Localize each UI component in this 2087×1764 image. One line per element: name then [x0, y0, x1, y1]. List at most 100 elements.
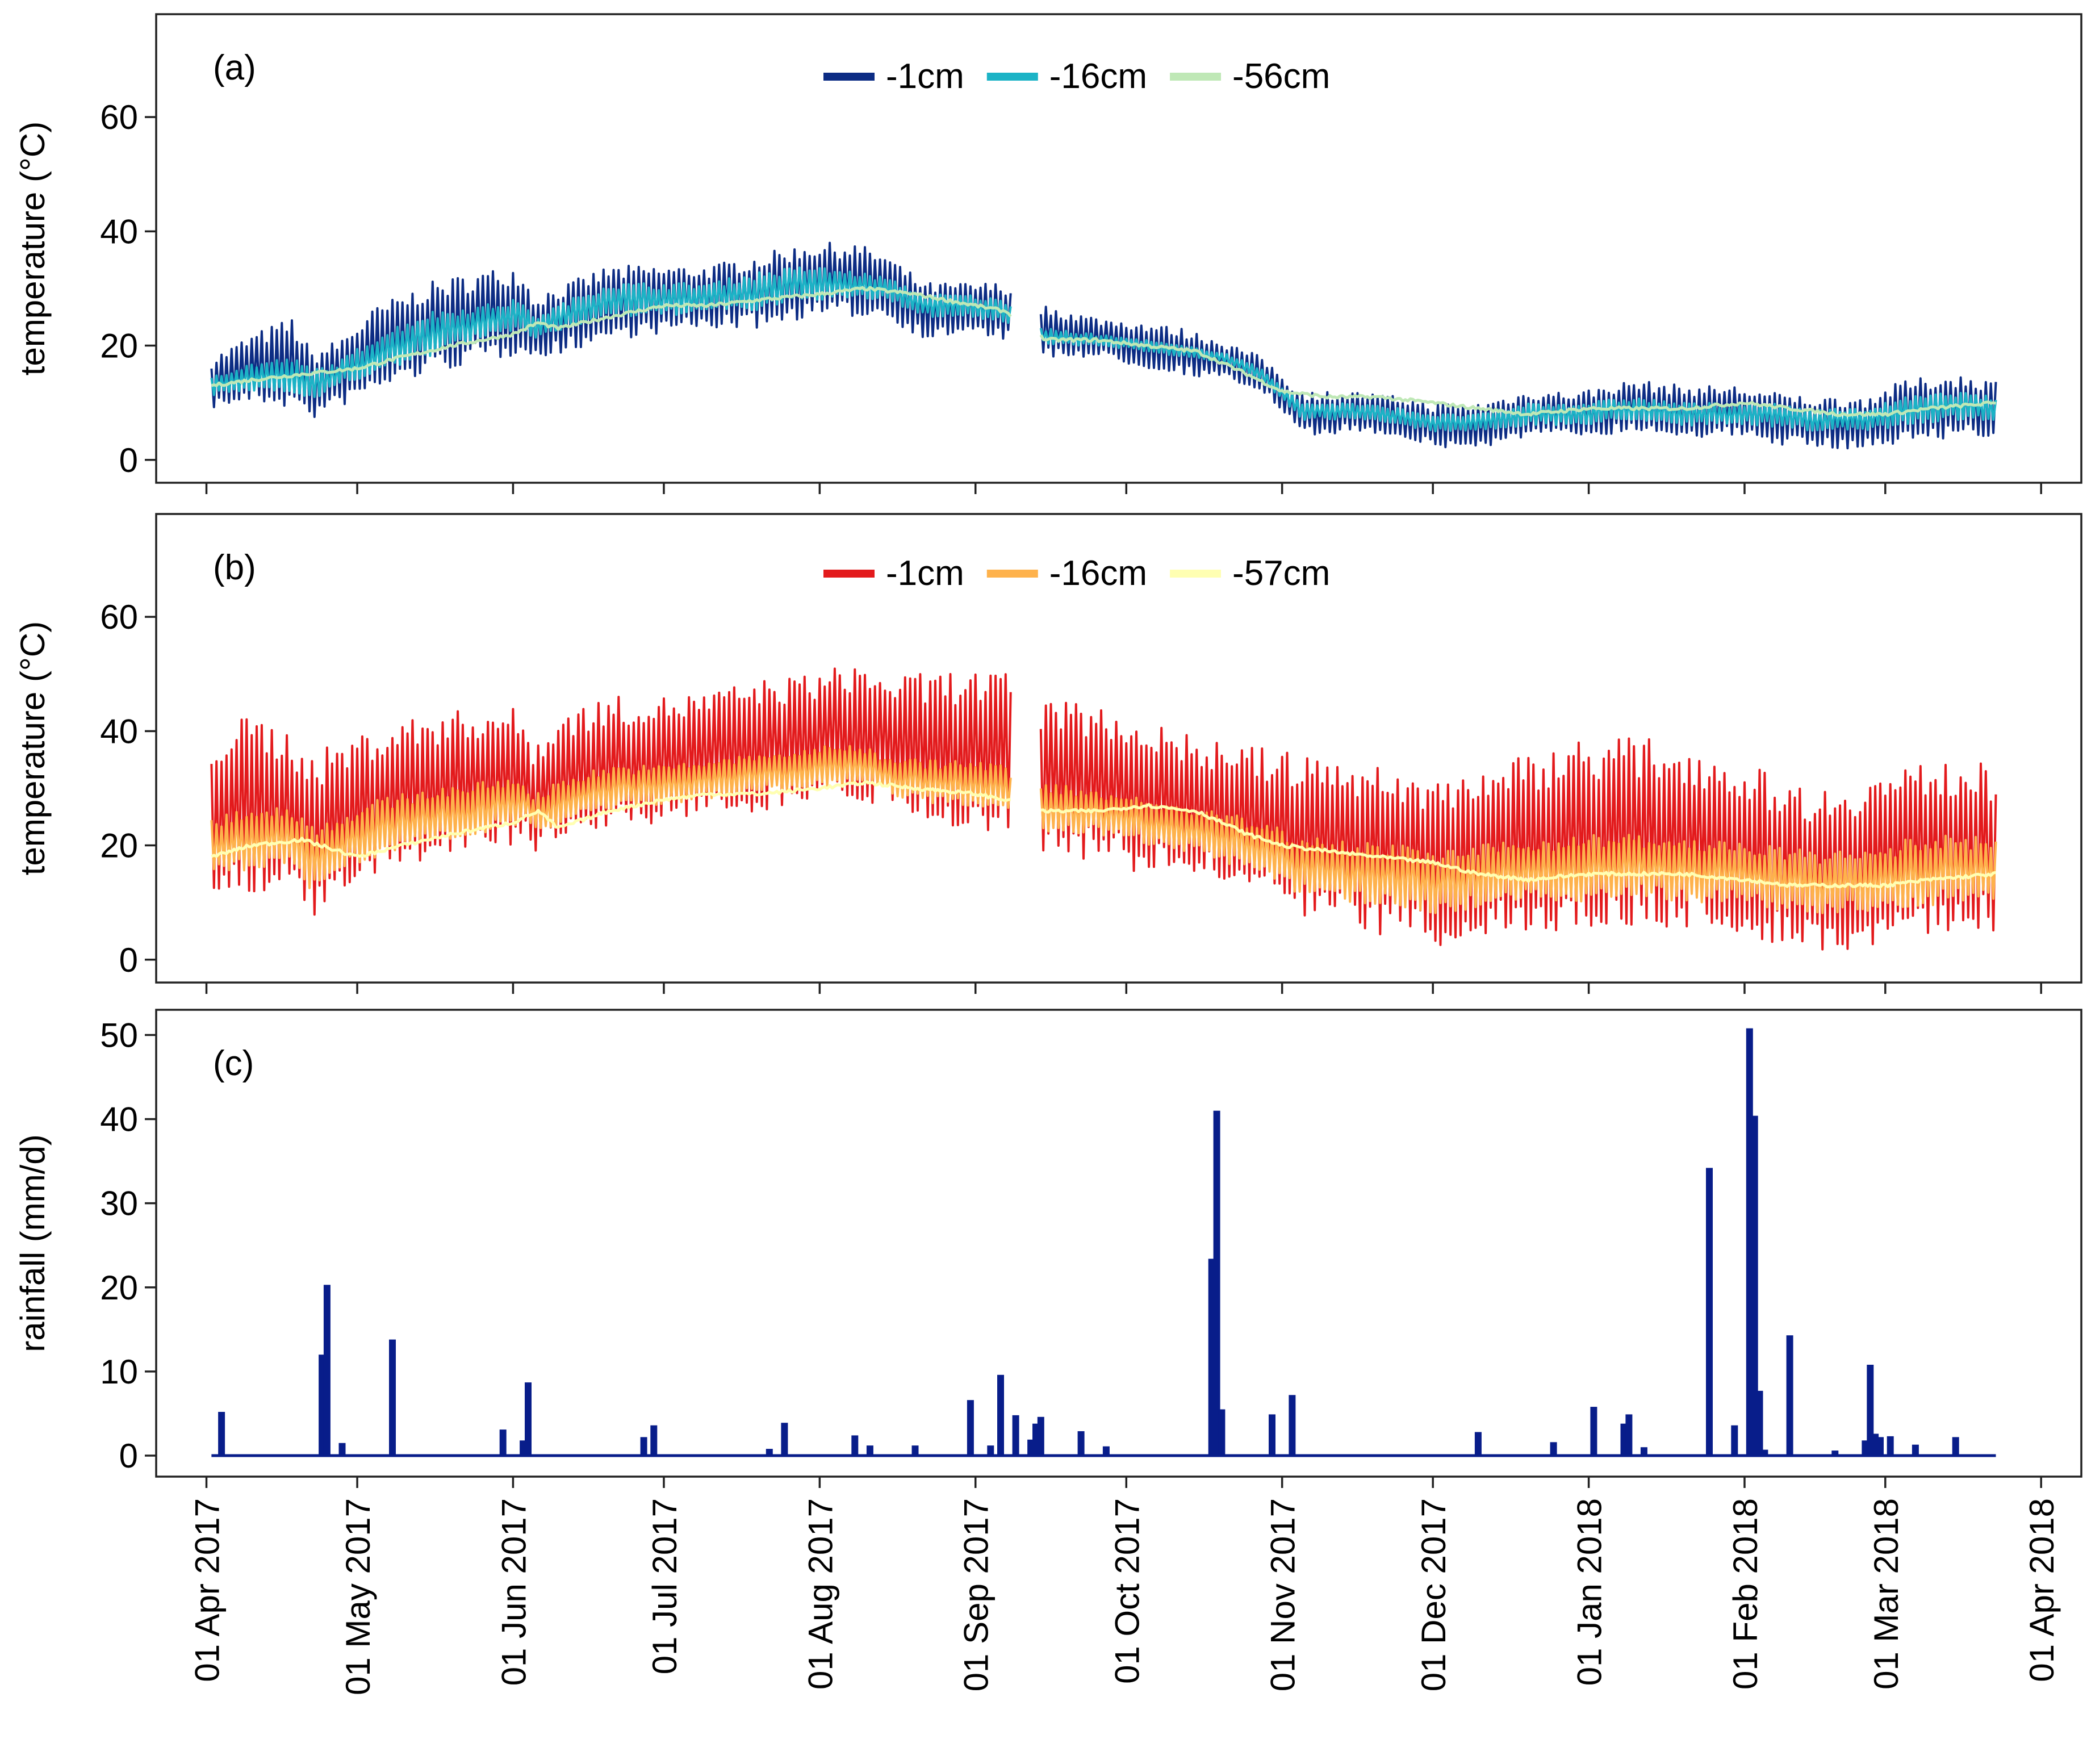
x-tick-label: 01 Dec 2017: [1415, 1498, 1453, 1691]
rainfall-bar: [967, 1400, 974, 1456]
rainfall-bar: [389, 1339, 396, 1456]
rainfall-bar: [1751, 1115, 1758, 1456]
legend-label: -16cm: [1049, 554, 1147, 593]
rainfall-bar: [499, 1429, 507, 1456]
x-tick-label: 01 Jun 2017: [495, 1498, 533, 1686]
panel-frame: [155, 13, 2082, 484]
x-tick-label: 01 Apr 2018: [2023, 1498, 2061, 1682]
series-line--57cm: [1040, 802, 1996, 889]
rainfall-bars: [211, 1028, 1996, 1457]
rainfall-bar: [1952, 1437, 1959, 1456]
y-axis-label: temperature (°C): [14, 122, 52, 375]
y-tick-label: 40: [100, 212, 138, 250]
legend-label: -56cm: [1232, 57, 1330, 96]
y-tick-label: 0: [119, 941, 138, 979]
y-tick-label: 40: [100, 712, 138, 750]
rainfall-bar: [1867, 1365, 1874, 1456]
x-tick-label: 01 Nov 2017: [1264, 1498, 1302, 1691]
series-line--1cm: [210, 241, 1012, 418]
rainfall-bar: [218, 1412, 225, 1456]
rainfall-bar: [911, 1445, 919, 1456]
rainfall-bar: [1269, 1414, 1275, 1456]
panel-frame: [155, 513, 2082, 984]
rainfall-bar: [1590, 1407, 1597, 1456]
legend: -1cm -16cm -56cm: [823, 57, 1330, 96]
y-tick-label: 20: [100, 1269, 138, 1307]
y-tick-label: 20: [100, 327, 138, 365]
rainfall-bar: [1550, 1442, 1557, 1456]
rainfall-bar: [781, 1423, 788, 1456]
rainfall-bar: [997, 1374, 1004, 1456]
y-axis-label: rainfall (mm/d): [14, 1134, 52, 1352]
series--56cm: [211, 286, 1997, 417]
legend: -1cm -16cm -57cm: [823, 554, 1330, 593]
rainfall-bar: [1077, 1431, 1085, 1456]
rainfall-bar: [1218, 1409, 1226, 1456]
legend-label: -1cm: [886, 554, 964, 593]
y-tick-label: 30: [100, 1185, 138, 1223]
x-tick-label: 01 Aug 2017: [801, 1498, 839, 1690]
panel-c-rainfall-plot: 0 10 20 30 40 50 rainfall (mm/d) (c): [14, 1009, 2082, 1488]
y-tick-label: 0: [119, 441, 138, 479]
rainfall-bar: [1912, 1444, 1919, 1456]
panel-label: (a): [213, 48, 256, 87]
legend-label: -1cm: [886, 57, 964, 96]
rainfall-bar: [1289, 1395, 1296, 1456]
panel-frame: [155, 1009, 2082, 1478]
rainfall-bar: [1877, 1437, 1884, 1456]
y-tick-label: 60: [100, 598, 138, 636]
rainfall-bar: [338, 1443, 346, 1456]
series-line--16cm: [210, 266, 1012, 398]
rainfall-bar: [650, 1425, 658, 1456]
series-line--1cm: [1039, 701, 1997, 951]
series-line--56cm: [1039, 334, 1997, 417]
series--57cm: [211, 780, 1996, 889]
y-axis-label: temperature (°C): [14, 621, 52, 875]
x-tick-label: 01 Jan 2018: [1571, 1498, 1609, 1686]
rainfall-bar: [851, 1435, 859, 1456]
x-tick-label: 01 Oct 2017: [1108, 1498, 1146, 1684]
legend-label: -57cm: [1232, 554, 1330, 593]
y-tick-label: 50: [100, 1016, 138, 1054]
series-line--1cm: [1039, 306, 1997, 450]
y-tick-label: 10: [100, 1353, 138, 1391]
rainfall-bar: [1756, 1390, 1763, 1456]
rainfall-bar: [323, 1285, 331, 1456]
legend-label: -16cm: [1049, 57, 1147, 96]
rainfall-bar: [1706, 1168, 1713, 1456]
rainfall-bar: [866, 1445, 873, 1456]
rainfall-bar: [766, 1449, 773, 1456]
x-tick-label: 01 Feb 2018: [1726, 1498, 1764, 1690]
rainfall-bar: [1012, 1415, 1019, 1456]
rainfall-bar: [1887, 1436, 1894, 1456]
y-tick-label: 40: [100, 1101, 138, 1139]
y-tick-label: 60: [100, 98, 138, 136]
rainfall-bar: [1213, 1110, 1220, 1456]
panel-label: (b): [213, 548, 256, 587]
x-tick-label: 01 Jul 2017: [646, 1498, 684, 1674]
panel-label: (c): [213, 1044, 254, 1083]
rainfall-bar: [1786, 1335, 1793, 1456]
y-tick-label: 0: [119, 1437, 138, 1475]
series-line--16cm: [1039, 784, 1997, 914]
x-tick-label: 01 Apr 2017: [189, 1498, 227, 1682]
rainfall-bar: [987, 1445, 994, 1456]
y-tick-label: 20: [100, 827, 138, 865]
x-tick-label: 01 Sep 2017: [957, 1498, 996, 1691]
panel-a-temperature-plot: 0 20 40 60 temperature (°C) (a) -1cm -16cm -56cm: [14, 13, 2082, 494]
rainfall-bar: [1625, 1414, 1633, 1456]
x-tick-label: 01 Mar 2018: [1867, 1498, 1905, 1690]
series-line--57cm: [211, 780, 1011, 858]
rainfall-bar: [1761, 1449, 1768, 1456]
shared-date-axis: 01 Apr 2017 01 May 2017 01 Jun 2017 01 Jul …: [189, 1498, 2061, 1695]
rainfall-bar: [1474, 1432, 1482, 1456]
rainfall-bar: [1102, 1446, 1110, 1456]
series-line--56cm: [211, 286, 1012, 387]
rainfall-bar: [1831, 1451, 1839, 1456]
rainfall-bar: [1037, 1416, 1044, 1456]
rainfall-bar: [1731, 1425, 1738, 1456]
rainfall-bar: [1640, 1447, 1647, 1456]
rainfall-bar: [640, 1437, 647, 1456]
panel-b-temperature-plot: 0 20 40 60 temperature (°C) (b) -1cm -16cm -57cm: [14, 513, 2082, 994]
